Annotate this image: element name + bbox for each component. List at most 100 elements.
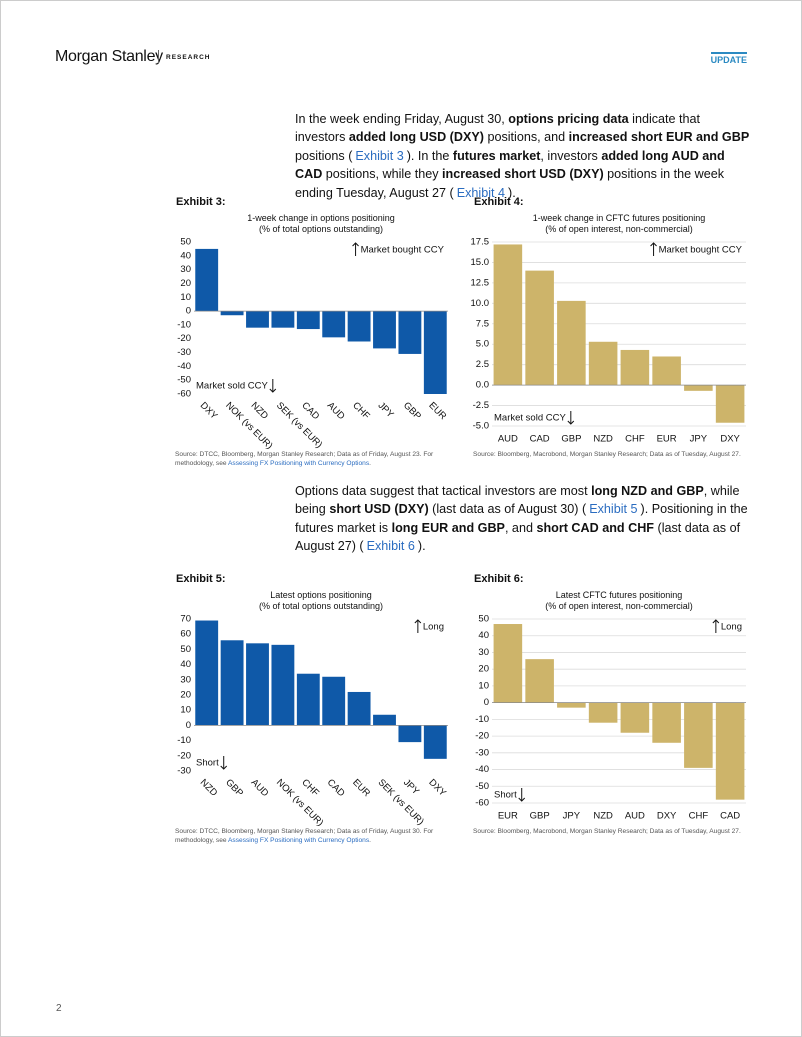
bar	[322, 311, 346, 338]
arrow-head	[567, 420, 575, 425]
x-tick-label: NZD	[593, 811, 613, 822]
bar	[620, 702, 650, 733]
x-tick-label: CAD	[720, 811, 740, 822]
arrow-head	[518, 797, 526, 802]
x-tick-label: CAD	[325, 777, 347, 799]
text-run: , and	[504, 520, 537, 535]
y-tick-label: 20	[478, 664, 489, 675]
annotation: Market sold CCY	[494, 413, 566, 424]
bar	[684, 702, 713, 768]
x-tick-label: CAD	[530, 434, 550, 445]
x-tick-label: GBP	[401, 400, 423, 422]
y-tick-label: 40	[180, 659, 191, 670]
link[interactable]: Assessing FX Positioning with Currency O…	[228, 459, 370, 467]
x-tick-label: JPY	[376, 400, 397, 421]
y-tick-label: 0	[484, 697, 489, 708]
text-run: added long AUD and CAD	[295, 148, 725, 182]
chart-subtitle: (% of open interest, non-commercial)	[545, 601, 693, 611]
bar	[557, 702, 586, 708]
text-run: .	[369, 836, 371, 844]
y-tick-label: 15.0	[471, 257, 490, 268]
y-tick-label: -60	[475, 798, 489, 809]
y-tick-label: 60	[180, 629, 191, 640]
link[interactable]: Assessing FX Positioning with Currency O…	[228, 836, 370, 844]
text-run: indicate that investors	[295, 112, 701, 145]
section-label: RESEARCH	[166, 54, 211, 61]
chart-subtitle: (% of total options outstanding)	[258, 601, 384, 611]
x-tick-label: DXY	[426, 777, 448, 799]
x-tick-label: JPY	[401, 777, 422, 798]
bar	[246, 311, 269, 328]
text-run: , while being	[295, 484, 740, 517]
y-tick-label: 50	[478, 614, 489, 625]
annotation: Short	[196, 758, 219, 769]
link[interactable]: Exhibit 5	[589, 502, 638, 517]
text-run: (last data as of August 30) (	[428, 502, 587, 517]
link[interactable]: Exhibit 4	[456, 185, 506, 200]
bar	[398, 311, 422, 354]
bar	[620, 349, 650, 386]
text-run: long NZD and GBP	[591, 484, 704, 498]
y-tick-label: 0.0	[476, 380, 489, 391]
x-tick-label: EUR	[350, 777, 372, 799]
y-tick-label: 30	[180, 674, 191, 685]
x-tick-label: DXY	[720, 434, 740, 445]
chart-subtitle: (% of open interest, non-commercial)	[545, 224, 693, 234]
y-tick-label: -10	[177, 735, 191, 746]
text-run: In the week ending Friday, August 30,	[295, 112, 509, 126]
x-tick-label: AUD	[625, 811, 645, 822]
y-tick-label: -30	[475, 747, 489, 758]
y-tick-label: -5.0	[473, 421, 489, 432]
bar	[715, 702, 745, 800]
arrow-head	[414, 619, 422, 624]
annotation: Market bought CCY	[361, 245, 445, 256]
x-tick-label: EUR	[498, 811, 518, 822]
y-tick-label: 17.5	[471, 237, 490, 248]
y-tick-label: 30	[478, 647, 489, 658]
text-run: short USD (DXY)	[329, 502, 429, 517]
text-run: increased short EUR and GBP	[568, 130, 750, 145]
text-run: positions (	[295, 148, 353, 163]
tag: UPDATE	[710, 52, 747, 65]
y-tick-label: 7.5	[476, 318, 489, 329]
bar	[322, 676, 346, 726]
annotation: Long	[721, 622, 742, 633]
bar	[557, 300, 586, 386]
annotation: Market sold CCY	[196, 381, 268, 392]
x-tick-label: DXY	[198, 400, 220, 422]
arrow-head	[712, 619, 720, 624]
link[interactable]: Exhibit 3	[355, 148, 404, 163]
x-tick-label: GBP	[530, 811, 550, 822]
x-tick-label: AUD	[498, 434, 518, 445]
exhibit: Exhibit 3: 1-week change in options posit…	[170, 196, 452, 476]
x-tick-label: GBP	[561, 434, 581, 445]
y-tick-label: -20	[177, 333, 191, 344]
x-tick-label: GBP	[223, 777, 245, 799]
y-tick-label: -50	[177, 375, 191, 386]
text-run: .	[369, 459, 371, 467]
y-tick-label: 50	[180, 644, 191, 655]
annotation: Market bought CCY	[659, 245, 743, 256]
chart-title: Latest CFTC futures positioning	[555, 590, 683, 600]
bar	[423, 311, 447, 394]
bar	[373, 311, 396, 349]
y-tick-label: 10	[180, 705, 191, 716]
annotation: Long	[423, 622, 444, 633]
x-tick-label: CAD	[299, 400, 321, 422]
text-run: Source: DTCC, Bloomberg, Morgan Stanley …	[175, 828, 434, 844]
bar	[715, 385, 745, 423]
chart-title: 1-week change in options positioning	[247, 213, 395, 223]
y-tick-label: 40	[478, 630, 489, 641]
exhibit: Exhibit 4: 1-week change in CFTC futures …	[468, 196, 750, 476]
link[interactable]: Exhibit 6	[366, 539, 415, 554]
y-tick-label: -30	[177, 766, 191, 777]
bar	[652, 356, 681, 386]
y-tick-label: 2.5	[476, 359, 489, 370]
text-run: options pricing data	[508, 112, 629, 126]
source-note: Source: DTCC, Bloomberg, Morgan Stanley …	[175, 451, 450, 468]
text-run: long EUR and GBP	[391, 520, 505, 535]
arrow-head	[352, 242, 359, 247]
y-tick-label: -10	[177, 319, 191, 330]
text-run: added long USD (DXY)	[348, 130, 484, 145]
